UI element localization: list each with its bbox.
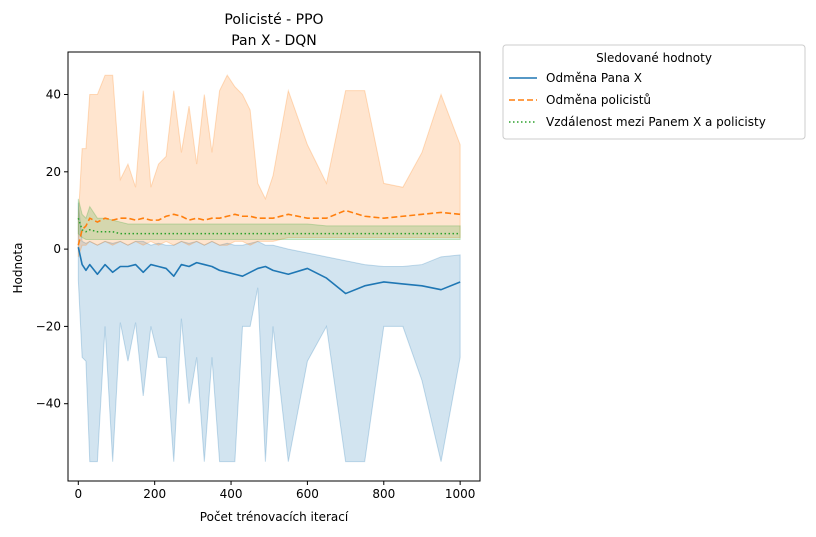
- legend: Sledované hodnoty Odměna Pana X Odměna po…: [502, 44, 806, 140]
- y-tick-label: 0: [53, 242, 61, 256]
- band-odmena-pana-x: [77, 202, 461, 463]
- band-odmena-policistu: [77, 74, 461, 257]
- y-tick-label: −20: [36, 319, 61, 333]
- y-tick-label: −40: [36, 397, 61, 411]
- line-odmena-policistu: [77, 209, 461, 246]
- legend-item: Odměna policistů: [509, 93, 651, 107]
- y-axis-label: Hodnota: [11, 243, 25, 294]
- legend-label: Vzdálenost mezi Panem X a policisty: [546, 115, 766, 129]
- x-tick-label: 800: [372, 487, 395, 501]
- x-axis-label: Počet trénovacích iterací: [200, 510, 349, 524]
- y-tick-label: 40: [46, 88, 61, 102]
- legend-item: Odměna Pana X: [509, 71, 642, 85]
- chart-title: Policisté - PPO: [224, 12, 323, 28]
- legend-item: Vzdálenost mezi Panem X a policisty: [509, 115, 766, 129]
- legend-label: Odměna Pana X: [546, 71, 642, 85]
- x-tick-label: 400: [220, 487, 243, 501]
- chart-subtitle: Pan X - DQN: [231, 33, 317, 49]
- x-tick-label: 1000: [445, 487, 476, 501]
- line-odmena-pana-x: [77, 247, 461, 295]
- x-tick-label: 600: [296, 487, 319, 501]
- legend-label: Odměna policistů: [546, 93, 651, 107]
- x-tick-label: 0: [74, 487, 82, 501]
- x-tick-label: 200: [143, 487, 166, 501]
- line-vzdalenost-mezi-panem-x-a-policisty: [77, 217, 461, 235]
- legend-frame: [502, 44, 806, 140]
- legend-title: Sledované hodnoty: [596, 51, 712, 65]
- plot-frame: [67, 51, 481, 482]
- band-vzdalenost-mezi-panem-x-a-policisty: [77, 198, 461, 240]
- y-tick-label: 20: [46, 165, 61, 179]
